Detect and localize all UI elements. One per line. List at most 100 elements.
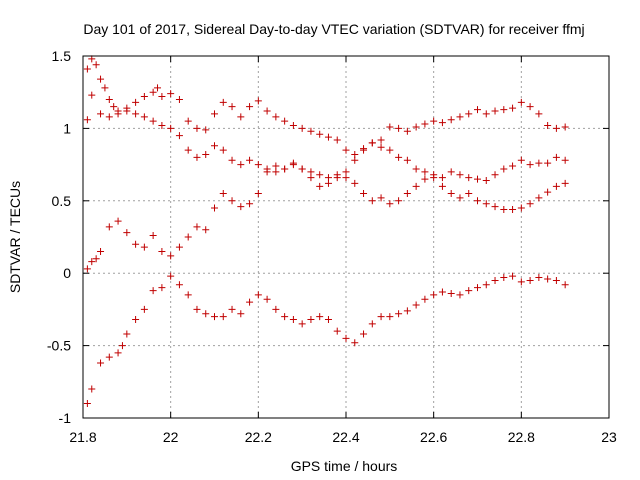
data-point [123, 229, 131, 237]
data-point [412, 123, 420, 131]
data-point [544, 159, 552, 167]
data-point [386, 200, 394, 208]
data-point [307, 168, 315, 176]
data-point [438, 119, 446, 127]
data-point [114, 110, 122, 118]
data-point [202, 310, 210, 318]
data-point [482, 110, 490, 118]
data-point [123, 107, 131, 115]
data-point [316, 171, 324, 179]
data-point [421, 168, 429, 176]
data-point [386, 313, 394, 321]
data-point [281, 165, 289, 173]
data-point [105, 95, 113, 103]
data-point [491, 171, 499, 179]
data-points [83, 55, 569, 408]
data-point [202, 126, 210, 134]
data-point [149, 287, 157, 295]
data-point [184, 117, 192, 125]
data-point [263, 168, 271, 176]
data-point [175, 95, 183, 103]
data-point [395, 197, 403, 205]
data-point [395, 124, 403, 132]
data-point [149, 88, 157, 96]
data-point [333, 171, 341, 179]
data-point [447, 168, 455, 176]
data-point [491, 107, 499, 115]
y-tick-labels: 1.5 1 0.5 0 -0.5 -1 [47, 48, 71, 426]
data-point [105, 353, 113, 361]
y-tick-label: 1.5 [52, 48, 72, 64]
data-point [500, 205, 508, 213]
data-point [465, 190, 473, 198]
data-point [123, 330, 131, 338]
data-point [140, 243, 148, 251]
data-point [88, 258, 96, 266]
data-point [412, 165, 420, 173]
data-point [289, 316, 297, 324]
data-point [202, 226, 210, 234]
data-point [517, 156, 525, 164]
series-4 [83, 272, 569, 408]
data-point [158, 247, 166, 255]
data-point [430, 174, 438, 182]
data-point [552, 153, 560, 161]
data-point [535, 159, 543, 167]
data-point [386, 123, 394, 131]
grid-lines [83, 56, 609, 418]
data-point [219, 98, 227, 106]
data-point [211, 204, 218, 212]
data-point [167, 90, 175, 98]
data-point [482, 200, 490, 208]
data-point [237, 161, 245, 169]
data-point [298, 320, 306, 328]
data-point [342, 334, 350, 342]
data-point [298, 165, 306, 173]
data-point [500, 274, 508, 282]
data-point [430, 117, 438, 125]
x-axis-label: GPS time / hours [291, 458, 398, 474]
data-point [211, 142, 218, 150]
data-point [193, 223, 201, 231]
data-point [526, 103, 534, 111]
data-point [517, 98, 525, 106]
data-point [561, 156, 569, 164]
x-tick-label: 22 [163, 429, 179, 445]
data-point [526, 276, 534, 284]
data-point [482, 281, 490, 289]
data-point [175, 132, 183, 140]
y-tick-label: 1 [63, 120, 71, 136]
data-point [97, 359, 105, 367]
data-point [289, 122, 297, 130]
data-point [535, 194, 543, 202]
data-point [395, 310, 403, 318]
data-point [333, 136, 341, 144]
data-point [377, 313, 385, 321]
data-point [228, 305, 236, 313]
data-point [360, 330, 368, 338]
y-axis-label: SDTVAR / TECUs [7, 181, 23, 293]
data-point [500, 106, 508, 114]
data-point [97, 75, 105, 83]
data-point [544, 275, 552, 283]
data-point [465, 110, 473, 118]
data-point [118, 342, 126, 350]
data-point [517, 278, 525, 286]
data-point [272, 305, 280, 313]
y-tick-label: 0 [63, 265, 71, 281]
y-tick-label: -0.5 [47, 338, 71, 354]
series-3 [83, 161, 569, 273]
data-point [101, 84, 109, 92]
data-point [97, 247, 105, 255]
data-point [246, 156, 254, 164]
data-point [105, 223, 113, 231]
plot-frame [82, 55, 610, 419]
data-point [88, 91, 96, 99]
data-point [421, 120, 429, 128]
data-point [526, 161, 534, 169]
data-point [184, 291, 192, 299]
data-point [132, 240, 140, 248]
data-point [368, 320, 376, 328]
data-point [535, 274, 543, 282]
data-point [544, 188, 552, 196]
